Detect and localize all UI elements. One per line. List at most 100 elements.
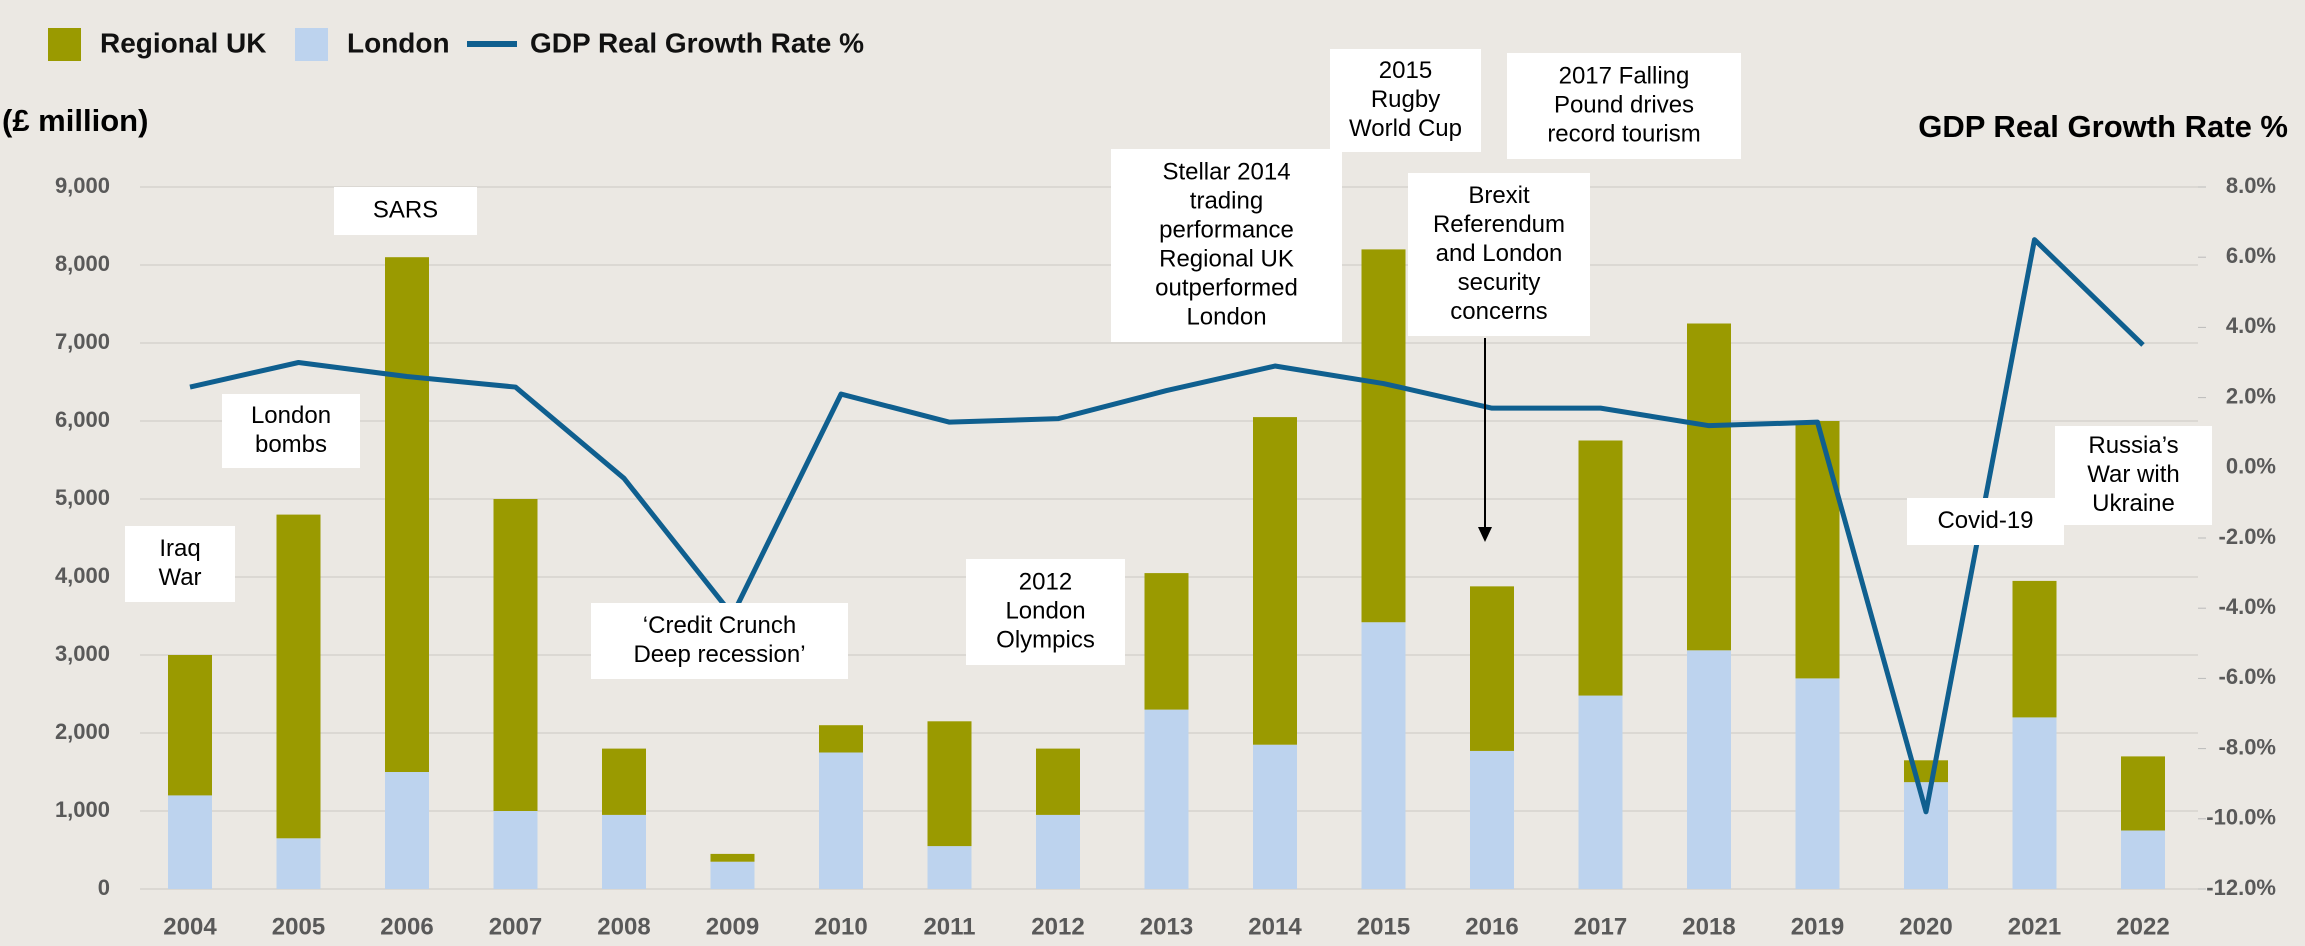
bar (2012, 717, 2057, 889)
annotation-text: Stellar 2014 (1162, 158, 1290, 185)
x-tick-label: 2018 (1682, 913, 1735, 940)
bar (1144, 709, 1189, 889)
x-tick-label: 2015 (1357, 913, 1410, 940)
bar (1253, 744, 1297, 889)
annotation-text: Referendum (1433, 211, 1565, 238)
x-tick-label: 2019 (1791, 913, 1844, 940)
annotation-text: and London (1436, 240, 1563, 267)
bar (2121, 756, 2165, 831)
annotation-text: London (251, 402, 331, 429)
bar (602, 814, 646, 889)
annotation-text: London (1005, 597, 1085, 624)
y-tick-label: 1,000 (55, 797, 110, 822)
annotation-text: London (1186, 303, 1266, 330)
bar (168, 795, 212, 889)
annotation-text: Ukraine (2092, 490, 2175, 517)
y-tick-label: 2,000 (55, 719, 110, 744)
x-tick-label: 2007 (489, 913, 542, 940)
annotation-text: War with (2087, 461, 2179, 488)
annotation-text: security (1458, 269, 1541, 296)
annotation-box (1507, 53, 1741, 159)
y-tick-label: 6,000 (55, 407, 110, 432)
legend-swatch (295, 28, 328, 61)
bar (168, 655, 212, 796)
y-tick-label: 7,000 (55, 329, 110, 354)
x-tick-label: 2012 (1031, 913, 1084, 940)
y2-tick-label: -12.0% (2206, 875, 2276, 900)
bar (1470, 586, 1514, 751)
y-tick-label: 5,000 (55, 485, 110, 510)
y-tick-label: 9,000 (55, 173, 110, 198)
y2-tick-label: -6.0% (2219, 664, 2276, 689)
x-tick-label: 2006 (380, 913, 433, 940)
annotation-text: Pound drives (1554, 91, 1694, 118)
annotation-box (1330, 49, 1481, 152)
annotation-text: 2017 Falling (1559, 62, 1690, 89)
bar (1361, 249, 1406, 623)
bar (927, 721, 972, 847)
y-tick-label: 3,000 (55, 641, 110, 666)
annotation-text: Regional UK (1159, 245, 1294, 272)
y2-tick-label: -2.0% (2219, 524, 2276, 549)
x-tick-label: 2022 (2116, 913, 2169, 940)
bar (1687, 323, 1731, 651)
bar (1470, 750, 1514, 889)
bar (385, 772, 429, 889)
annotation-text: Brexit (1468, 182, 1530, 209)
y2-tick-label: -10.0% (2206, 805, 2276, 830)
bar (1361, 622, 1406, 889)
bar (819, 725, 863, 753)
bar (493, 499, 538, 811)
y2-tick-label: -8.0% (2219, 734, 2276, 759)
x-tick-label: 2020 (1899, 913, 1952, 940)
bar (1578, 440, 1623, 696)
x-tick-label: 2021 (2008, 913, 2061, 940)
line (189, 237, 2145, 815)
bar (927, 846, 972, 889)
annotation-text: outperformed (1155, 274, 1298, 301)
x-tick-label: 2004 (163, 913, 217, 940)
annotation-box (334, 187, 477, 235)
annotation-text: World Cup (1349, 115, 1462, 142)
annotation-text: bombs (255, 431, 327, 458)
bar (1904, 782, 1948, 889)
bar (602, 748, 646, 815)
y-axis-title: (£ million) (2, 103, 148, 138)
annotation-box (222, 394, 360, 468)
bar (1795, 678, 1840, 889)
legend-swatch (48, 28, 81, 61)
annotation-text: Rugby (1371, 86, 1440, 113)
x-tick-label: 2005 (272, 913, 325, 940)
y-tick-label: 4,000 (55, 563, 110, 588)
y2-tick-label: 6.0% (2226, 243, 2276, 268)
annotation-text: 2012 (1019, 568, 1072, 595)
annotation-text: record tourism (1547, 120, 1700, 147)
bar (1795, 421, 1840, 679)
y2-tick-label: -4.0% (2219, 594, 2276, 619)
annotation-text: trading (1190, 187, 1263, 214)
bar (710, 861, 755, 889)
annotation-arrowhead (1478, 527, 1492, 542)
annotation-box (1408, 173, 1590, 336)
bar (710, 853, 755, 862)
annotation-text: SARS (373, 196, 438, 223)
annotation-box (1111, 149, 1342, 342)
x-tick-label: 2010 (814, 913, 867, 940)
bar (1253, 417, 1297, 745)
bar (276, 838, 321, 889)
x-tick-label: 2017 (1574, 913, 1627, 940)
bar (2012, 580, 2057, 718)
bar (2121, 830, 2165, 889)
annotation-box (2055, 426, 2212, 525)
annotation-box (1907, 498, 2064, 545)
x-tick-label: 2016 (1465, 913, 1518, 940)
y2-tick-label: 2.0% (2226, 383, 2276, 408)
bar (276, 514, 321, 839)
y-tick-label: 8,000 (55, 251, 110, 276)
annotation-text: Deep recession’ (633, 641, 805, 668)
annotation-text: War (158, 564, 201, 591)
y2-axis-title: GDP Real Growth Rate % (1918, 109, 2288, 144)
annotation-text: ‘Credit Crunch (643, 612, 796, 639)
bar (493, 811, 538, 889)
